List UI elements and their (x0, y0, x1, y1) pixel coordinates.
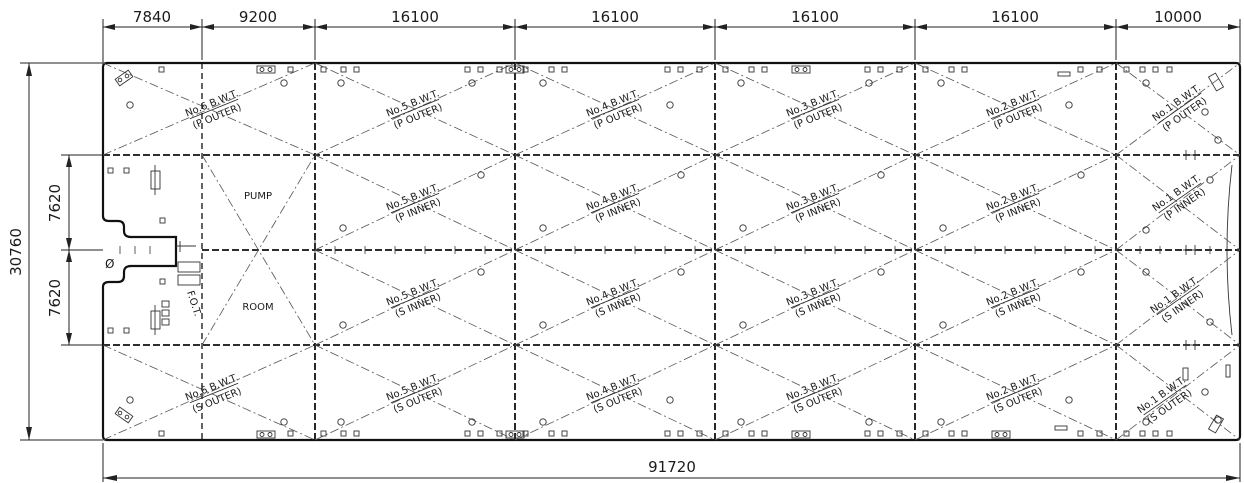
dimension-lines (20, 19, 1241, 482)
tank-label: No.5 B.W.T. (S OUTER) (385, 372, 445, 415)
tank-boundaries (103, 63, 1240, 440)
dim-label: 16100 (791, 8, 839, 26)
aft-marker: Ø (105, 257, 114, 271)
hull-outline (101, 61, 1242, 442)
tank-label: No.1 B.W.T. (P OUTER) (1151, 83, 1210, 134)
tank-label: No.5 B.W.T. (S INNER) (385, 277, 443, 320)
tank-label: No.4 B.W.T. (P INNER) (585, 182, 643, 225)
tank-label: No.1 B.W.T. (S OUTER) (1136, 375, 1195, 426)
tank-label: No.5 B.W.T. (P OUTER) (385, 88, 444, 131)
tank-label: No.2 B.W.T. (S OUTER) (985, 372, 1045, 415)
tank-label: No.1 B.W.T. (S INNER) (1149, 275, 1206, 326)
side-dimension-label: 7620 (46, 279, 64, 317)
tank-label: No.3 B.W.T. (S OUTER) (785, 372, 845, 415)
overall-breadth-label: 30760 (7, 228, 25, 276)
tank-label: No.3 B.W.T. (S INNER) (785, 277, 843, 320)
pump-room-label: ROOM (242, 302, 273, 313)
dim-label: 9200 (239, 8, 277, 26)
manhole-and-vent-fittings (107, 65, 1231, 439)
tank-label: No.3 B.W.T. (P INNER) (785, 182, 843, 225)
pump-room-label: PUMP (244, 191, 272, 202)
tank-label: No.4 B.W.T. (S OUTER) (585, 372, 645, 415)
fuel-oil-tank-label: F.O.T. (184, 290, 203, 318)
tank-label: No.2 B.W.T. (P INNER) (985, 182, 1043, 225)
tank-label: No.1 B.W.T. (P INNER) (1151, 173, 1208, 223)
dim-label: 7840 (133, 8, 171, 26)
tank-label: No.2 B.W.T. (P OUTER) (985, 88, 1044, 131)
tank-label: No.4 B.W.T. (S INNER) (585, 277, 643, 320)
tank-label: No.2 B.W.T. (S INNER) (985, 277, 1043, 320)
dim-label: 16100 (391, 8, 439, 26)
top-dimension-labels: 7840 9200 16100 16100 16100 16100 10000 (133, 8, 1202, 26)
dim-label: 16100 (591, 8, 639, 26)
tank-label: No.3 B.W.T. (P OUTER) (785, 88, 844, 131)
tank-label: No.5 B.W.T. (P INNER) (385, 182, 443, 225)
side-dimension-label: 7620 (46, 184, 64, 222)
dim-label: 10000 (1154, 8, 1202, 26)
frame-ticks (119, 246, 1211, 254)
overall-length-label: 91720 (648, 458, 696, 476)
dim-label: 16100 (991, 8, 1039, 26)
tank-label: No.6 B.W.T. (P OUTER) (184, 88, 243, 131)
tank-label: No.4 B.W.T. (P OUTER) (585, 88, 644, 131)
tank-diagonals (102, 62, 1241, 441)
tank-label: No.6 B.W.T. (S OUTER) (184, 372, 244, 415)
